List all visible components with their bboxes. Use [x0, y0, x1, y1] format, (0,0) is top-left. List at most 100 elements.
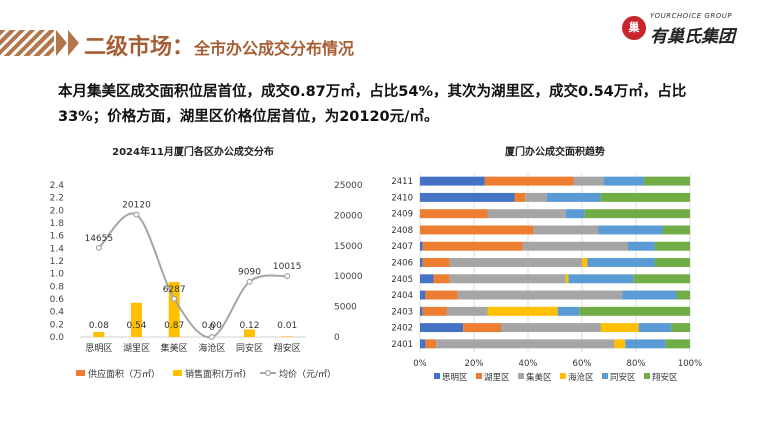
chevron-right-icon	[68, 30, 79, 56]
x-tick-label: 海沧区	[198, 342, 225, 354]
bar-data-label: 0.08	[89, 321, 109, 331]
x-tick-label: 0%	[413, 359, 427, 369]
stacked-bar-segment	[420, 290, 426, 300]
y-left-tick-label: 1.2	[50, 257, 64, 267]
y-left-tick-label: 0.6	[50, 295, 64, 305]
x-tick-label: 100%	[678, 359, 702, 369]
district-distribution-chart: 2024年11月厦门各区办公成交分布 0.0 0.2 0.4 0.6 0.8 1.0 1.2 1…	[50, 145, 363, 380]
x-tick-label: 20%	[465, 359, 484, 369]
y-left-tick-label: 1.8	[50, 219, 64, 229]
legend-supply-label: 供应面积（万㎡）	[88, 368, 160, 380]
stacked-bar-segment	[420, 241, 423, 251]
price-data-label: 20120	[122, 201, 151, 211]
y-left-tick-label: 1.0	[50, 270, 64, 280]
stacked-bar-segment	[600, 323, 639, 333]
x-tick-label: 同安区	[236, 342, 263, 354]
sales-bar	[244, 329, 255, 337]
legend-label: 湖里区	[484, 373, 510, 383]
stacked-bar-segment	[420, 339, 426, 349]
title-stripe-decoration	[0, 30, 54, 56]
x-tick-label: 湖里区	[123, 343, 150, 354]
stacked-bar-segment	[663, 225, 690, 235]
y-tick-label: 2405	[391, 275, 413, 285]
stacked-bar-segment	[614, 339, 626, 349]
legend-sales-label: 销售面积(万㎡)	[185, 368, 246, 380]
legend-swatch	[602, 373, 608, 379]
stacked-bar-segment	[568, 274, 634, 284]
price-data-label: 6287	[163, 285, 186, 295]
price-data-label: 0	[209, 323, 215, 333]
legend-price-marker	[265, 370, 272, 377]
bar-data-label: 0.87	[164, 321, 184, 331]
y-left-tick-label: 2.0	[50, 206, 64, 216]
x-tick-label: 40%	[519, 359, 538, 369]
stacked-bar-segment	[425, 290, 458, 300]
y-tick-label: 2411	[391, 177, 413, 187]
stacked-bar-segment	[565, 209, 585, 219]
y-tick-label: 2407	[391, 242, 413, 252]
stacked-bar-segment	[420, 192, 515, 202]
stacked-bar-segment	[447, 306, 488, 316]
y-right-tick-label: 15000	[334, 242, 363, 252]
bar-data-label: 0.00	[202, 321, 222, 331]
stacked-bar-segment	[487, 209, 566, 219]
stacked-bar-segment	[665, 339, 690, 349]
stacked-bar-segment	[422, 306, 447, 316]
summary-text: 本月集美区成交面积位居首位，成交0.87万㎡，占比54%，其次为湖里区，成交0.…	[58, 84, 687, 125]
y-tick-label: 2410	[391, 193, 413, 203]
stacked-bar-segment	[484, 176, 574, 186]
stacked-bar-segment	[587, 258, 655, 267]
y-right-tick-label: 20000	[334, 211, 363, 221]
bar-data-label: 0.01	[277, 321, 297, 331]
stacked-bar-segment	[676, 290, 690, 300]
stacked-bar-segment	[449, 258, 582, 267]
stacked-bar-segment	[600, 192, 690, 202]
bar-data-label: 0.54	[126, 321, 146, 331]
stacked-bar-segment	[457, 290, 623, 300]
stacked-bar-segment	[579, 306, 690, 316]
y-right-tick-label: 10000	[334, 272, 363, 282]
title-main: 二级市场：	[84, 35, 195, 60]
sales-bar	[168, 281, 180, 337]
y-left-tick-label: 2.4	[50, 181, 64, 191]
y-tick-label: 2406	[391, 259, 413, 269]
stacked-bar-segment	[525, 192, 547, 202]
legend-swatch	[476, 373, 482, 379]
stacked-bar-segment	[584, 209, 690, 219]
sales-bar	[93, 331, 105, 337]
y-tick-label: 2403	[391, 307, 413, 317]
stacked-bar-segment	[420, 225, 534, 235]
stacked-bar-segment	[420, 323, 464, 333]
price-point	[246, 278, 253, 285]
legend-label: 翔安区	[652, 372, 678, 383]
price-data-label: 10015	[273, 262, 302, 272]
stacked-bar-segment	[633, 274, 690, 284]
stacked-bar-segment	[420, 176, 485, 186]
y-left-tick-label: 1.4	[50, 244, 64, 254]
stacked-bar-segment	[557, 306, 580, 316]
chevron-right-icon	[56, 30, 67, 56]
brand-logo: 巢 YOURCHOICE GROUP 有巢氏集团	[622, 10, 754, 47]
x-tick-label: 思明区	[85, 343, 112, 354]
legend-swatch	[434, 373, 440, 379]
price-point	[171, 295, 178, 302]
logo-mark-icon: 巢	[622, 16, 646, 40]
stacked-bar-segment	[420, 209, 488, 219]
price-point	[95, 244, 102, 251]
y-right-tick-label: 25000	[334, 181, 363, 191]
stacked-bar-segment	[598, 225, 663, 235]
stacked-bar-segment	[436, 339, 615, 349]
stacked-bar-segment	[420, 274, 434, 284]
stacked-bar-segment	[654, 241, 690, 251]
chart-title: 厦门办公成交面积趋势	[505, 145, 605, 158]
legend-price-label: 均价（元/㎡）	[279, 368, 336, 380]
legend-label: 同安区	[610, 372, 636, 383]
page-title: 二级市场：全市办公成交分布情况	[84, 29, 354, 61]
y-right-tick-label: 5000	[334, 303, 357, 313]
price-point	[284, 273, 291, 280]
price-data-label: 14655	[85, 234, 114, 244]
legend-label: 集美区	[526, 372, 552, 383]
stacked-bar-segment	[501, 323, 601, 333]
x-tick-label: 集美区	[161, 342, 188, 354]
stacked-bar-segment	[463, 323, 501, 333]
